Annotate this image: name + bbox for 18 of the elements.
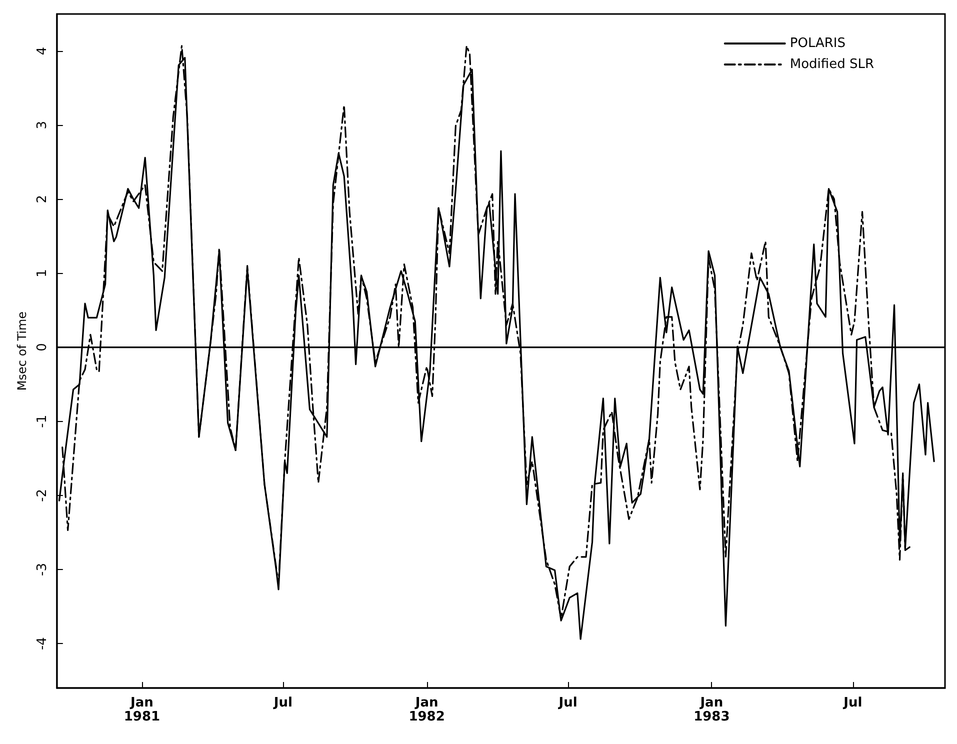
x-tick-label: Jul: [558, 696, 578, 710]
y-tick-label: 2: [34, 195, 50, 204]
y-axis-title: Msec of Time: [15, 311, 29, 391]
y-tick-label: 3: [34, 120, 50, 130]
y-tick-label: -3: [34, 563, 50, 576]
y-tick-label: 1: [34, 269, 50, 278]
y-tick-label: -1: [34, 414, 50, 428]
x-tick-label: Jan 1982: [408, 696, 445, 724]
x-tick-label: Jul: [272, 696, 292, 710]
x-tick-label: Jan 1981: [124, 696, 160, 724]
legend-label: POLARIS: [790, 36, 846, 51]
x-tick-label: Jan 1983: [694, 696, 730, 724]
x-tick-label: Jul: [842, 696, 862, 710]
y-tick-label: 4: [34, 46, 50, 56]
y-tick-label: -2: [34, 488, 50, 502]
legend-label: Modified SLR: [790, 57, 874, 72]
y-tick-label: -4: [34, 637, 50, 650]
y-tick-label: 0: [34, 343, 50, 352]
